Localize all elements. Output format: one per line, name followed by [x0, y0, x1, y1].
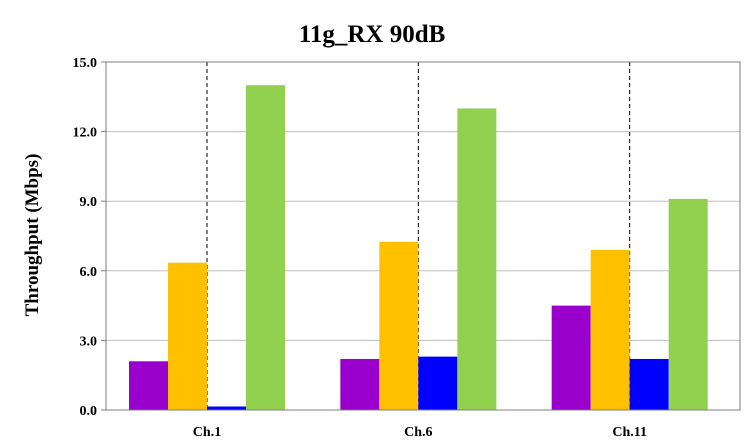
y-tick-label: 0.0 — [80, 404, 98, 419]
bar-ch6-series-3 — [418, 356, 458, 410]
y-tick-label: 6.0 — [80, 265, 98, 280]
bar-ch1-series-2 — [168, 262, 207, 410]
x-category-label: Ch.1 — [193, 425, 221, 440]
chart-title: 11g_RX 90dB — [299, 21, 446, 48]
y-axis-ticks: 0.0 3.0 6.0 9.0 12.0 15.0 — [73, 56, 106, 419]
bar-ch11-series-3 — [629, 358, 669, 410]
bar-ch1-series-1 — [129, 361, 168, 410]
y-tick-label: 9.0 — [80, 195, 98, 210]
bar-ch6-series-4 — [457, 108, 497, 411]
gridlines — [106, 131, 740, 341]
x-category-label: Ch.6 — [404, 425, 432, 440]
bar-ch11-series-4 — [668, 198, 708, 410]
y-axis-label: Throughput (Mbps) — [22, 154, 43, 317]
y-tick-label: 12.0 — [73, 126, 98, 141]
bars — [129, 85, 708, 411]
bar-ch1-series-3 — [207, 406, 246, 410]
bar-ch11-series-2 — [590, 249, 630, 410]
bar-ch6-series-1 — [340, 358, 380, 410]
bar-ch11-series-1 — [551, 305, 591, 410]
bar-ch1-series-4 — [246, 85, 285, 410]
plot-area-frame — [105, 61, 741, 411]
bar-ch6-series-2 — [379, 241, 419, 410]
y-tick-label: 3.0 — [80, 334, 98, 349]
x-axis-labels: Ch.1 Ch.6 Ch.11 — [193, 425, 647, 440]
y-tick-label: 15.0 — [73, 56, 98, 71]
x-category-label: Ch.11 — [612, 425, 647, 440]
